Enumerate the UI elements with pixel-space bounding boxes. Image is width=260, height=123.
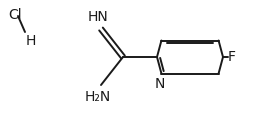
Text: N: N	[154, 77, 165, 91]
Text: F: F	[228, 50, 236, 64]
Text: Cl: Cl	[8, 8, 22, 22]
Text: H₂N: H₂N	[85, 90, 111, 104]
Text: H: H	[26, 34, 36, 48]
Text: HN: HN	[88, 10, 108, 24]
